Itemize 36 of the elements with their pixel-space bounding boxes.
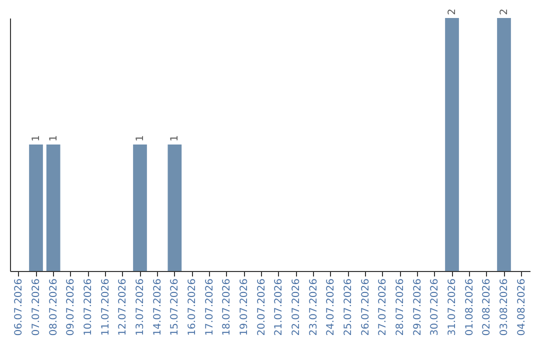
x-tick-label: 19.07.2026 — [239, 278, 250, 336]
x-tick-label: 21.07.2026 — [274, 278, 285, 336]
x-tick-label: 24.07.2026 — [326, 278, 337, 336]
x-tick-label: 06.07.2026 — [14, 278, 25, 336]
data-label: 2 — [447, 8, 458, 15]
x-tick-label: 04.08.2026 — [516, 278, 528, 336]
x-tick-label: 30.07.2026 — [430, 278, 441, 336]
x-tick-label: 09.07.2026 — [66, 278, 77, 336]
x-tick-label: 10.07.2026 — [83, 278, 94, 336]
x-tick-label: 16.07.2026 — [187, 278, 198, 336]
x-tick-label: 13.07.2026 — [135, 278, 146, 336]
x-tick-label: 08.07.2026 — [48, 278, 60, 336]
x-tick-label: 17.07.2026 — [204, 278, 216, 336]
x-tick-label: 23.07.2026 — [308, 278, 320, 336]
x-tick-label: 22.07.2026 — [291, 278, 302, 336]
x-tick-label: 25.07.2026 — [343, 278, 354, 336]
x-tick-label: 27.07.2026 — [378, 278, 389, 336]
x-tick-label: 12.07.2026 — [118, 278, 129, 336]
data-label: 1 — [135, 135, 146, 142]
x-tick-label: 11.07.2026 — [100, 278, 112, 336]
x-tick-label: 29.07.2026 — [412, 278, 424, 336]
x-tick-label: 15.07.2026 — [170, 278, 181, 336]
data-label: 1 — [31, 135, 42, 142]
x-tick-label: 18.07.2026 — [222, 278, 233, 336]
x-tick-label: 03.08.2026 — [499, 278, 510, 336]
x-tick-label: 26.07.2026 — [360, 278, 372, 336]
data-label: 1 — [170, 135, 181, 142]
x-tick-label: 02.08.2026 — [482, 278, 493, 336]
data-label: 2 — [499, 8, 510, 15]
x-tick-label: 31.07.2026 — [447, 278, 458, 336]
x-tick-label: 14.07.2026 — [152, 278, 164, 336]
data-label: 1 — [48, 135, 60, 142]
x-tick-label: 01.08.2026 — [464, 278, 476, 336]
x-tick-label: 28.07.2026 — [395, 278, 406, 336]
x-tick-label: 20.07.2026 — [256, 278, 268, 336]
x-tick-label: 07.07.2026 — [31, 278, 42, 336]
